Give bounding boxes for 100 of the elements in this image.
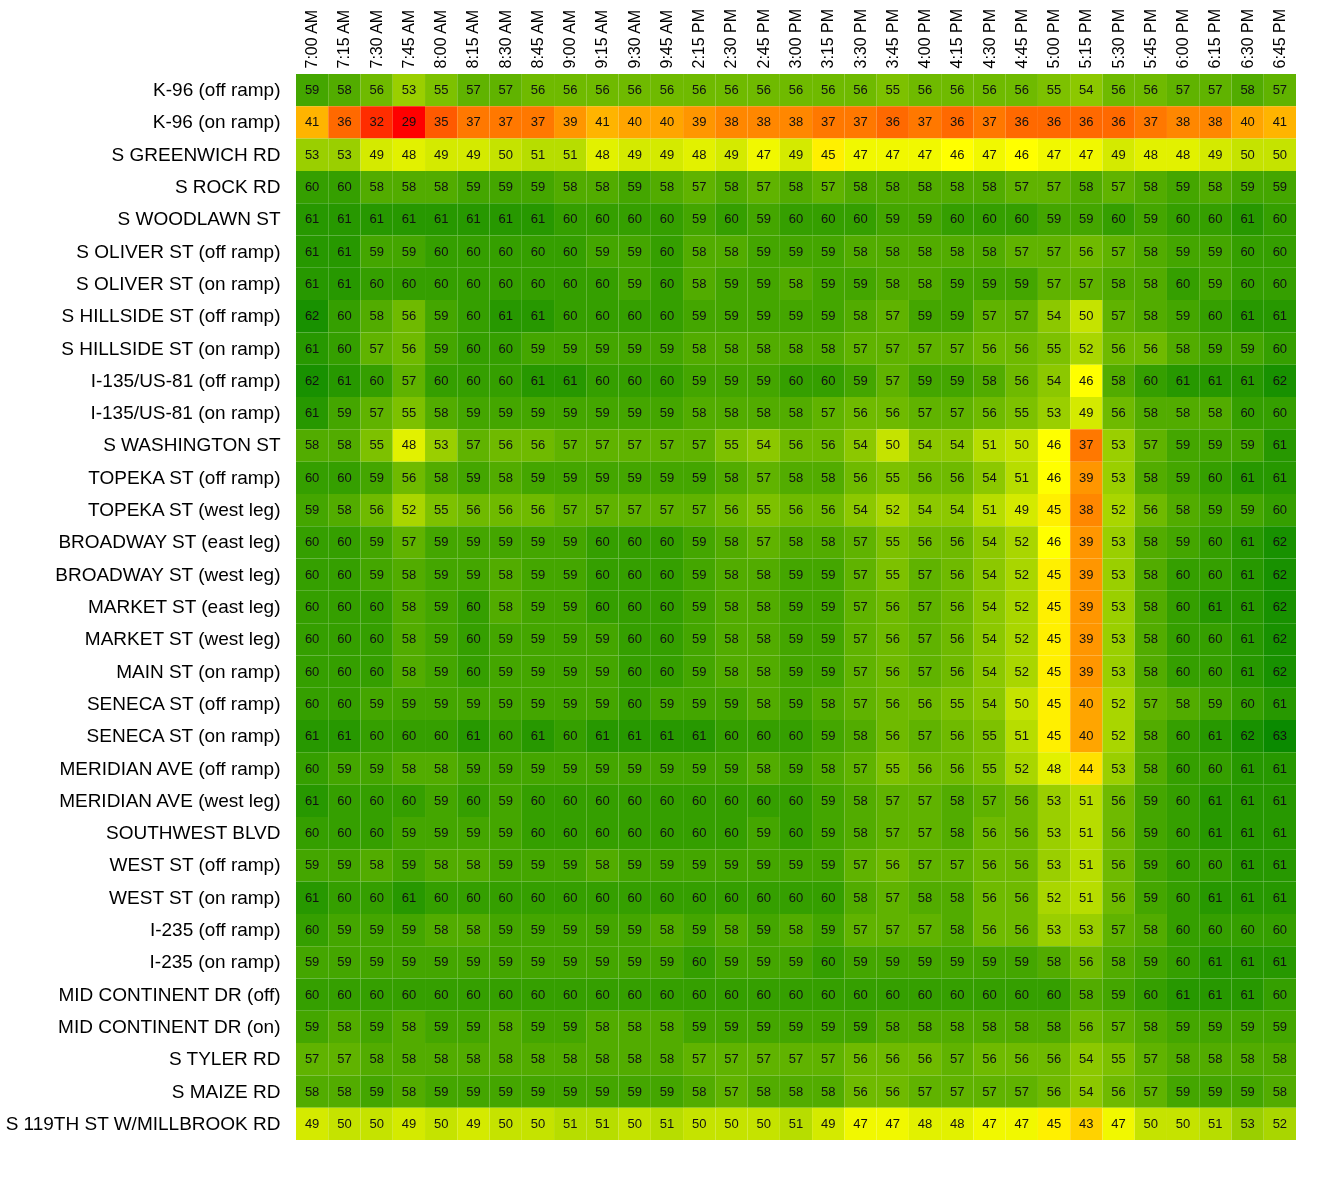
data-label: 59 [530,922,546,938]
data-label: 60 [562,986,578,1002]
data-label: 61 [1240,954,1255,970]
data-label: 58 [724,663,739,679]
data-label: 57 [1014,308,1030,324]
data-label: 58 [401,566,417,582]
data-label: 60 [1175,954,1191,970]
data-label: 59 [530,534,546,550]
data-label: 60 [691,889,707,905]
x-tick-label: 4:00 PM [916,8,934,69]
data-label: 59 [1175,437,1191,453]
data-label: 59 [627,922,642,938]
data-label: 60 [627,211,642,227]
data-label: 60 [691,825,707,841]
data-label: 60 [1175,566,1191,582]
data-label: 56 [1079,243,1094,259]
data-label: 59 [498,179,513,195]
data-label: 58 [821,534,836,550]
data-label: 59 [595,954,610,970]
data-label: 60 [369,372,384,388]
data-label: 60 [659,792,675,808]
data-label: 49 [724,146,739,162]
data-label: 59 [562,954,578,970]
data-label: 59 [756,1018,771,1034]
data-label: 58 [401,631,417,647]
data-label: 55 [1111,1051,1126,1067]
data-label: 57 [756,534,771,550]
data-label: 39 [691,114,707,130]
data-label: 59 [369,695,384,711]
data-label: 49 [1111,146,1126,162]
data-label: 59 [950,954,965,970]
data-label: 59 [853,954,868,970]
x-tick-label: 3:30 PM [851,8,869,69]
data-label: 54 [917,437,933,453]
x-tick-label: 8:15 AM [464,9,482,69]
data-label: 54 [1046,308,1062,324]
data-label: 60 [1175,211,1191,227]
data-label: 50 [530,1115,546,1131]
data-label: 61 [1208,372,1223,388]
data-label: 58 [917,275,933,291]
data-label: 58 [950,243,965,259]
data-label: 58 [724,599,739,614]
data-label: 47 [982,146,997,162]
data-label: 56 [950,566,965,582]
data-label: 57 [1143,695,1159,711]
data-label: 38 [788,114,804,130]
y-tick-label: I-235 (on ramp) [149,951,281,973]
data-label: 56 [982,922,997,938]
data-label: 57 [1111,922,1126,938]
data-label: 60 [1175,599,1191,614]
data-label: 57 [885,825,901,841]
data-label: 52 [1046,889,1062,905]
data-label: 52 [1014,760,1030,776]
data-label: 61 [1272,695,1288,711]
data-label: 60 [950,211,965,227]
data-label: 60 [369,275,384,291]
data-label: 58 [724,534,739,550]
data-label: 58 [1111,954,1126,970]
data-label: 48 [950,1115,965,1131]
data-label: 41 [304,114,320,130]
data-label: 60 [659,275,675,291]
data-label: 46 [1014,146,1030,162]
data-label: 56 [466,502,481,518]
data-label: 60 [724,211,739,227]
data-label: 59 [788,566,804,582]
data-label: 54 [853,502,868,518]
data-label: 59 [627,760,642,776]
data-label: 56 [885,663,901,679]
data-label: 58 [369,308,384,324]
data-label: 58 [788,405,804,421]
data-label: 59 [659,857,675,873]
data-label: 60 [1272,405,1288,421]
data-label: 59 [1143,211,1159,227]
data-label: 61 [1240,469,1255,485]
data-label: 57 [756,1051,771,1067]
data-label: 60 [691,792,707,808]
data-label: 59 [466,1083,481,1099]
data-label: 59 [562,599,578,614]
x-tick-label: 5:45 PM [1141,8,1159,69]
data-label: 59 [498,792,513,808]
data-label: 60 [1240,405,1255,421]
data-label: 61 [1272,792,1288,808]
data-label: 59 [369,760,384,776]
data-label: 49 [1014,502,1030,518]
data-label: 56 [853,82,868,98]
y-tick-label: S MAIZE RD [171,1080,281,1102]
data-label: 60 [756,728,771,744]
data-label: 56 [1014,825,1030,841]
data-label: 48 [401,146,417,162]
data-label: 57 [982,1083,997,1099]
data-label: 58 [1143,1018,1159,1034]
data-label: 55 [401,405,417,421]
data-label: 59 [1143,889,1159,905]
data-label: 61 [1240,663,1255,679]
data-label: 59 [917,954,933,970]
data-label: 59 [562,340,578,356]
data-label: 59 [788,243,804,259]
data-label: 40 [1240,114,1255,130]
data-label: 50 [756,1115,771,1131]
data-label: 39 [1079,534,1094,550]
